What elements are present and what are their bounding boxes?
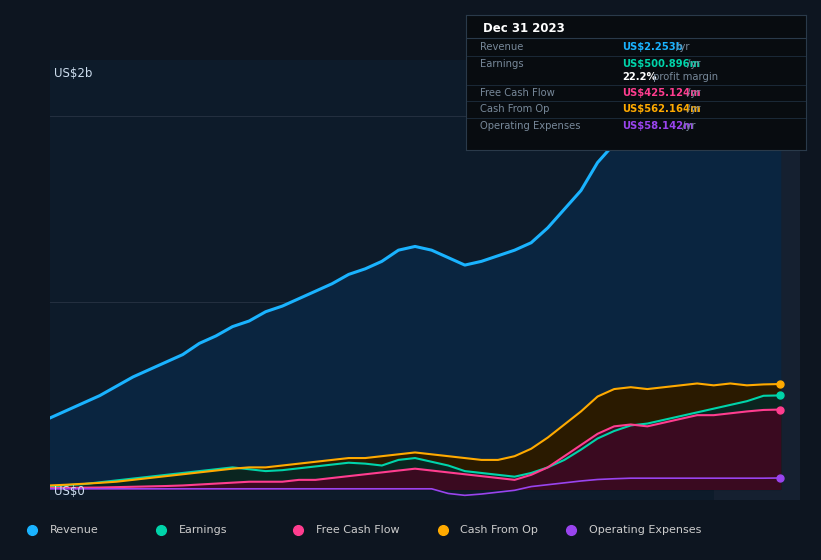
- Text: profit margin: profit margin: [650, 72, 718, 82]
- Text: US$562.164m: US$562.164m: [622, 105, 701, 114]
- Text: /yr: /yr: [684, 105, 700, 114]
- Text: US$58.142m: US$58.142m: [622, 121, 694, 130]
- Text: Cash From Op: Cash From Op: [461, 525, 539, 535]
- Text: /yr: /yr: [678, 121, 695, 130]
- Text: Earnings: Earnings: [479, 59, 523, 69]
- Text: Dec 31 2023: Dec 31 2023: [483, 22, 565, 35]
- Text: Operating Expenses: Operating Expenses: [589, 525, 701, 535]
- Text: 22.2%: 22.2%: [622, 72, 657, 82]
- Text: US$2b: US$2b: [53, 67, 92, 80]
- Text: US$0: US$0: [53, 485, 85, 498]
- Text: Cash From Op: Cash From Op: [479, 105, 549, 114]
- Text: Revenue: Revenue: [479, 43, 523, 53]
- Text: /yr: /yr: [673, 43, 690, 53]
- Text: US$500.896m: US$500.896m: [622, 59, 700, 69]
- Text: Earnings: Earnings: [179, 525, 227, 535]
- Text: Operating Expenses: Operating Expenses: [479, 121, 580, 130]
- Text: US$425.124m: US$425.124m: [622, 88, 701, 99]
- Text: Revenue: Revenue: [50, 525, 99, 535]
- Text: /yr: /yr: [684, 88, 700, 99]
- Bar: [713, 60, 800, 500]
- Text: US$2.253b: US$2.253b: [622, 43, 683, 53]
- Text: Free Cash Flow: Free Cash Flow: [479, 88, 554, 99]
- Text: Free Cash Flow: Free Cash Flow: [315, 525, 399, 535]
- Text: /yr: /yr: [684, 59, 700, 69]
